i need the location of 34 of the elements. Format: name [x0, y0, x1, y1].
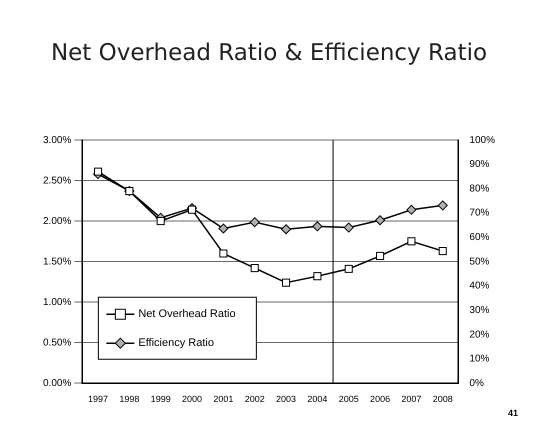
- x-tick-label: 2005: [338, 394, 359, 404]
- x-tick-label: 2004: [307, 394, 328, 404]
- y-tick-label: 1.00%: [42, 296, 72, 308]
- y2-tick-label: 70%: [469, 208, 490, 219]
- y2-tick-label: 60%: [469, 232, 490, 244]
- x-tick-label: 1999: [150, 394, 171, 404]
- y-tick-label: 0.50%: [42, 337, 72, 348]
- y2-tick-label: 10%: [469, 354, 490, 365]
- y-tick-label: 0.00%: [42, 378, 72, 389]
- y2-tick-label: 20%: [469, 329, 490, 340]
- x-tick-label: 2002: [244, 394, 265, 404]
- x-tick-label: 2001: [213, 394, 234, 404]
- y2-tick-label: 0%: [469, 378, 484, 389]
- y-tick-label: 2.00%: [42, 216, 72, 227]
- y2-tick-label: 100%: [469, 134, 496, 146]
- text: 41: [508, 408, 518, 418]
- y-tick-label: 1.50%: [42, 256, 72, 268]
- y2-tick-label: 90%: [469, 159, 490, 170]
- x-tick-label: 2006: [370, 394, 390, 404]
- legend-label: Net Overhead Ratio: [138, 308, 236, 320]
- y-tick-label: 2.50%: [42, 175, 72, 186]
- y2-tick-label: 80%: [469, 183, 490, 194]
- y2-tick-label: 40%: [469, 280, 490, 292]
- x-tick-label: 2000: [182, 394, 202, 404]
- x-tick-label: 2007: [401, 394, 422, 404]
- x-tick-label: 2003: [276, 394, 296, 404]
- y-tick-label: 3.00%: [42, 134, 72, 146]
- chart-title: Net Overhead Ratio & Efficiency Ratio: [50, 40, 488, 66]
- x-tick-label: 1997: [88, 394, 108, 404]
- y2-tick-label: 30%: [469, 304, 490, 316]
- y2-tick-label: 50%: [469, 256, 490, 268]
- legend-label: Efficiency Ratio: [138, 337, 214, 350]
- x-tick-label: 1998: [119, 394, 140, 404]
- x-tick-label: 2008: [432, 394, 453, 404]
